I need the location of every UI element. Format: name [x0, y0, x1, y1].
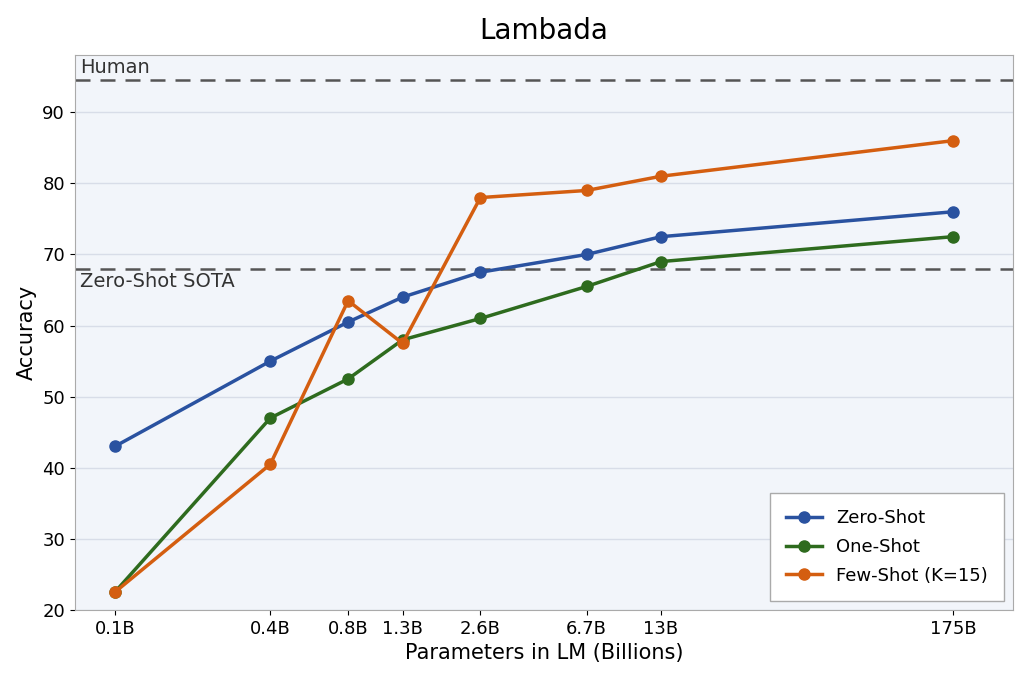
Few-Shot (K=15): [581, 186, 593, 194]
One-Shot: [342, 375, 354, 383]
Title: Lambada: Lambada: [480, 17, 609, 45]
Zero-Shot: [581, 250, 593, 258]
Zero-Shot: [474, 268, 486, 276]
X-axis label: Parameters in LM (Billions): Parameters in LM (Billions): [405, 643, 683, 663]
Few-Shot (K=15): [342, 296, 354, 305]
Zero-Shot: [947, 207, 959, 216]
One-Shot: [397, 336, 409, 344]
Few-Shot (K=15): [947, 137, 959, 145]
One-Shot: [581, 282, 593, 290]
Line: Few-Shot (K=15): Few-Shot (K=15): [109, 135, 958, 598]
Line: Zero-Shot: Zero-Shot: [109, 206, 958, 452]
Few-Shot (K=15): [264, 460, 276, 469]
Few-Shot (K=15): [655, 172, 667, 180]
Few-Shot (K=15): [474, 194, 486, 202]
Y-axis label: Accuracy: Accuracy: [16, 285, 37, 380]
Few-Shot (K=15): [397, 339, 409, 347]
Zero-Shot: [655, 233, 667, 241]
Text: Zero-Shot SOTA: Zero-Shot SOTA: [80, 272, 235, 291]
One-Shot: [947, 233, 959, 241]
One-Shot: [655, 258, 667, 266]
Zero-Shot: [397, 293, 409, 301]
Text: Human: Human: [80, 58, 150, 77]
Zero-Shot: [108, 443, 121, 451]
Few-Shot (K=15): [108, 588, 121, 596]
Legend: Zero-Shot, One-Shot, Few-Shot (K=15): Zero-Shot, One-Shot, Few-Shot (K=15): [769, 493, 1004, 601]
Zero-Shot: [264, 357, 276, 365]
One-Shot: [474, 314, 486, 322]
One-Shot: [108, 588, 121, 596]
One-Shot: [264, 414, 276, 422]
Line: One-Shot: One-Shot: [109, 231, 958, 598]
Zero-Shot: [342, 318, 354, 326]
